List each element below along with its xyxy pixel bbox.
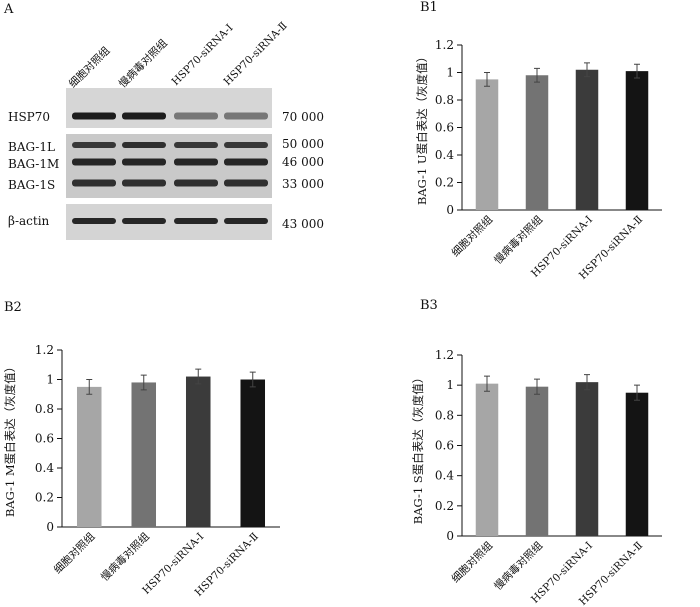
lane-label-1: 细胞对照组 [66, 44, 113, 91]
bar [240, 379, 266, 527]
error-bar [86, 379, 93, 395]
y-tick-label: 0.6 [435, 121, 454, 135]
blot-band [122, 218, 166, 224]
blot-band [224, 158, 268, 166]
y-tick-label: 0.2 [435, 176, 454, 190]
blot-band [224, 112, 268, 120]
error-bar [534, 378, 540, 395]
blot-band [122, 142, 166, 148]
band-label-bag1m: BAG-1M [8, 157, 60, 171]
blot-band [72, 179, 116, 187]
error-bar [584, 374, 590, 391]
y-tick-label: 0.2 [35, 491, 54, 505]
error-bar [484, 375, 490, 392]
band-label-hsp70: HSP70 [8, 110, 51, 124]
blot-band [174, 218, 218, 224]
chart-b3: 00.20.40.60.811.2 细胞对照组慢病毒对照组HSP70-siRNA… [411, 348, 662, 607]
blot-band [174, 158, 218, 166]
blot-strip-hsp70 [66, 88, 272, 128]
blot-band [174, 179, 218, 187]
y-tick-label: 0.6 [35, 432, 54, 446]
x-tick-label: 细胞对照组 [449, 213, 496, 260]
band-label-bag1l: BAG-1L [8, 140, 55, 154]
panel-a-letter: A [4, 2, 14, 17]
y-axis-label: BAG-1 U蛋白表达（灰度值） [415, 51, 429, 205]
bar [525, 75, 549, 210]
error-bar [584, 62, 590, 78]
error-bar [140, 374, 147, 391]
blot-band [224, 179, 268, 187]
blot-band [122, 112, 166, 120]
y-tick-label: 1 [46, 373, 54, 387]
y-tick-label: 1 [446, 378, 454, 392]
blot-band [174, 112, 218, 120]
mw-label-hsp70: 70 000 [282, 110, 324, 124]
y-tick-label: 1 [446, 66, 454, 80]
x-tick-label: 细胞对照组 [51, 530, 98, 577]
band-label-bag1s: BAG-1S [8, 178, 56, 192]
y-tick-label: 0.4 [435, 469, 454, 483]
y-tick-label: 0.8 [435, 93, 454, 107]
bar [76, 386, 102, 527]
blot-band [224, 142, 268, 148]
bar [625, 71, 649, 210]
error-bar [534, 67, 540, 83]
mw-label-bag1s: 33 000 [282, 177, 324, 191]
blot-band [122, 179, 166, 187]
y-tick-label: 0 [446, 203, 454, 217]
bar [475, 79, 499, 210]
bar [625, 392, 649, 536]
chart-b2: 00.20.40.60.811.2 细胞对照组 慢病毒对照组HSP70-siRNA… [3, 343, 280, 599]
bar [575, 69, 599, 210]
y-tick-label: 0 [46, 520, 54, 534]
mw-label-bag1m: 46 000 [282, 155, 324, 169]
bar [525, 386, 549, 536]
y-tick-label: 1.2 [35, 343, 54, 357]
lane-label-2: 慢病毒对照组 [116, 37, 170, 91]
x-tick-label: 慢病毒对照组 [491, 539, 545, 593]
y-tick-label: 0.4 [435, 148, 454, 162]
error-bar [249, 371, 256, 388]
y-axis-label: BAG-1 M蛋白表达（灰度值） [3, 361, 17, 517]
y-tick-label: 0.6 [435, 439, 454, 453]
x-tick-label: 慢病毒对照组 [98, 530, 152, 584]
x-tick-label: 细胞对照组 [449, 539, 496, 586]
bar [575, 382, 599, 536]
y-tick-label: 0.8 [435, 408, 454, 422]
panel-b2-letter: B2 [4, 300, 22, 315]
y-tick-label: 1.2 [435, 348, 454, 362]
error-bar [195, 368, 202, 385]
bar [475, 383, 499, 536]
bar [131, 382, 157, 527]
western-blot-image [66, 88, 272, 240]
y-tick-label: 1.2 [435, 38, 454, 52]
blot-band [122, 158, 166, 166]
y-tick-label: 0.2 [435, 499, 454, 513]
band-label-beta-actin: β-actin [8, 214, 50, 228]
mw-label-beta-actin: 43 000 [282, 217, 324, 231]
panel-b1-letter: B1 [420, 0, 438, 15]
blot-band [174, 142, 218, 148]
error-bar [634, 384, 640, 401]
chart-b1: 00.20.40.60.811.2 细胞对照组慢病毒对照组HSP70-siRNA… [415, 38, 662, 282]
panel-b3-letter: B3 [420, 298, 438, 313]
blot-band [72, 112, 116, 120]
bar [185, 376, 211, 527]
mw-label-bag1l: 50 000 [282, 137, 324, 151]
y-tick-label: 0 [446, 529, 454, 543]
error-bar [484, 72, 490, 87]
y-tick-label: 0.4 [35, 461, 54, 475]
blot-band [224, 218, 268, 224]
y-axis-label: BAG-1 S蛋白表达（灰度值） [411, 372, 425, 524]
y-tick-label: 0.8 [35, 402, 54, 416]
error-bar [634, 63, 640, 79]
blot-band [72, 142, 116, 148]
blot-band [72, 158, 116, 166]
x-tick-label: 慢病毒对照组 [491, 213, 545, 267]
blot-band [72, 218, 116, 224]
